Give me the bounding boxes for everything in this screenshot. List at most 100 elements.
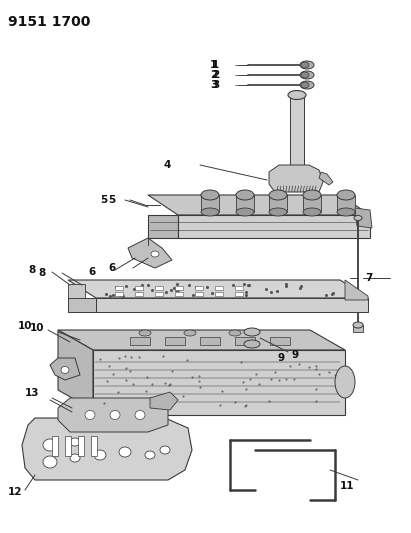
Text: 2: 2 [210,70,217,80]
Ellipse shape [300,61,314,69]
Ellipse shape [70,454,80,462]
Polygon shape [165,337,185,345]
Text: 8: 8 [38,268,45,278]
Text: 11: 11 [340,481,355,491]
Ellipse shape [184,330,196,336]
Bar [155,292,163,296]
Text: 6: 6 [88,267,95,277]
Bar [115,286,123,290]
Text: 5: 5 [108,195,115,205]
Polygon shape [270,337,290,345]
Polygon shape [337,195,355,212]
Ellipse shape [145,451,155,459]
Ellipse shape [354,215,362,221]
Text: 9151 1700: 9151 1700 [8,15,90,29]
Ellipse shape [61,367,69,374]
Ellipse shape [244,328,260,336]
Ellipse shape [269,190,287,200]
Polygon shape [201,195,219,212]
Bar [155,286,163,290]
Ellipse shape [70,438,80,446]
Polygon shape [58,330,345,350]
Ellipse shape [43,456,57,468]
Polygon shape [303,195,321,212]
Ellipse shape [94,450,106,460]
Text: 6: 6 [108,263,115,273]
Ellipse shape [301,72,309,78]
Bar [91,436,97,456]
Polygon shape [130,337,150,345]
Ellipse shape [353,322,363,328]
Ellipse shape [85,410,95,419]
Bar [52,436,58,456]
Polygon shape [269,165,323,192]
Ellipse shape [151,251,159,257]
Ellipse shape [288,91,306,100]
Polygon shape [178,215,370,238]
Polygon shape [148,215,178,238]
Ellipse shape [244,340,260,348]
Polygon shape [150,392,178,410]
Text: 8: 8 [28,265,35,275]
Polygon shape [22,418,192,480]
Polygon shape [200,337,220,345]
Polygon shape [93,350,345,415]
Text: 5: 5 [100,195,107,205]
Ellipse shape [160,446,170,454]
Polygon shape [68,280,368,298]
Polygon shape [58,398,168,432]
Ellipse shape [337,208,355,216]
Ellipse shape [135,410,145,419]
Bar [78,436,84,456]
Polygon shape [236,195,254,212]
Text: 9: 9 [278,353,285,363]
Polygon shape [355,208,372,228]
Polygon shape [50,358,80,380]
Text: 3: 3 [212,80,219,90]
Text: 4: 4 [163,160,171,170]
Ellipse shape [110,410,120,419]
Polygon shape [68,298,96,312]
Polygon shape [269,195,287,212]
Polygon shape [235,337,255,345]
Ellipse shape [236,208,254,216]
Bar [135,292,143,296]
Ellipse shape [301,82,309,88]
Bar [245,332,259,344]
Bar [235,292,243,296]
Ellipse shape [201,208,219,216]
Bar [195,286,203,290]
Ellipse shape [300,81,314,89]
Ellipse shape [337,190,355,200]
Bar [215,292,223,296]
Bar [135,286,143,290]
Text: 12: 12 [8,487,23,497]
Text: 13: 13 [25,388,39,398]
Polygon shape [68,284,85,298]
Ellipse shape [119,447,131,457]
Text: 1: 1 [212,60,219,70]
Ellipse shape [201,190,219,200]
Text: 2: 2 [212,70,219,80]
Polygon shape [319,172,333,185]
Polygon shape [128,238,172,268]
Text: 3: 3 [210,80,217,90]
Bar [65,436,71,456]
Bar [115,292,123,296]
Polygon shape [58,330,93,410]
Ellipse shape [301,62,309,68]
Polygon shape [96,298,368,312]
Polygon shape [345,280,368,300]
Polygon shape [353,325,363,332]
Ellipse shape [236,190,254,200]
Text: 10: 10 [18,321,32,331]
Ellipse shape [303,190,321,200]
Ellipse shape [139,330,151,336]
Bar [235,286,243,290]
Ellipse shape [229,330,241,336]
Bar [175,292,183,296]
Text: 10: 10 [30,323,44,333]
Ellipse shape [303,208,321,216]
Bar [175,286,183,290]
Bar [290,95,304,170]
